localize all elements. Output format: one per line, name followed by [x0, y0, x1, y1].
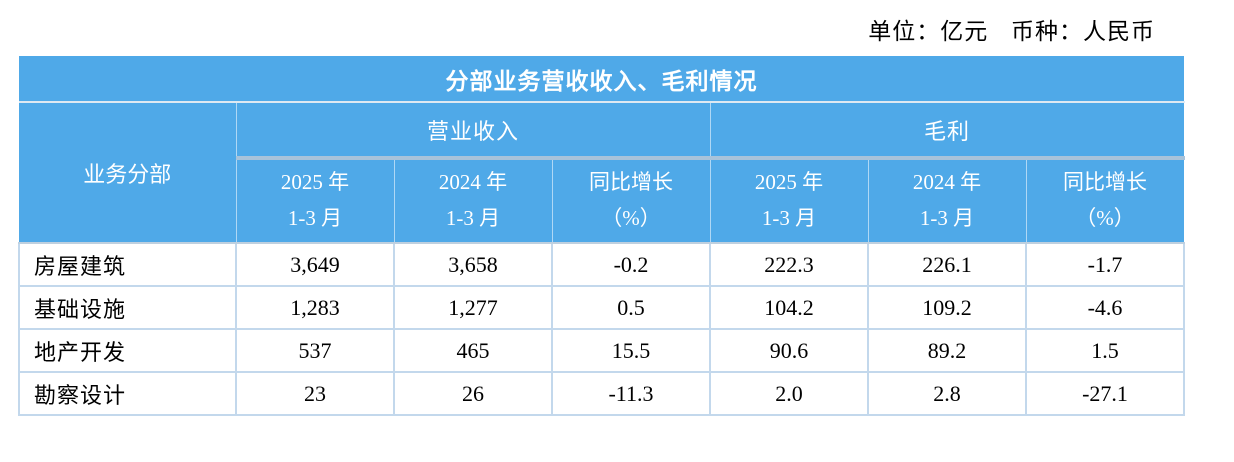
sub-header-line1: 2025 年	[754, 170, 824, 195]
profit-2024-value: 226.1	[867, 242, 1027, 287]
table-title: 分部业务营收收入、毛利情况	[19, 56, 1185, 103]
revenue-2025-value: 537	[235, 328, 395, 373]
column-header-revenue-2024: 2024 年 1-3 月	[393, 158, 553, 244]
revenue-yoy-value: -11.3	[551, 371, 711, 416]
revenue-2025-value: 3,649	[235, 242, 395, 287]
table-row-survey-design: 勘察设计 23 26 -11.3 2.0 2.8 -27.1	[18, 371, 1186, 416]
profit-yoy-value: 1.5	[1024, 328, 1186, 373]
column-header-profit-yoy: 同比增长 （%）	[1025, 158, 1185, 244]
column-header-revenue-yoy: 同比增长 （%）	[551, 158, 711, 244]
sub-header-line1: 同比增长	[1063, 170, 1148, 195]
profit-2025-value: 104.2	[709, 285, 869, 330]
segment-name: 地产开发	[18, 328, 237, 373]
sub-header-line1: 2024 年	[912, 170, 982, 195]
table-title-row: 分部业务营收收入、毛利情况	[19, 56, 1185, 103]
profit-yoy-value: -27.1	[1024, 371, 1186, 416]
column-header-segment: 业务分部	[19, 102, 237, 244]
unit-label: 单位：亿元	[868, 19, 989, 44]
sub-header-row: 2025 年 1-3 月 2024 年 1-3 月 同比增长 （%） 2025 …	[19, 158, 1185, 244]
unit-currency-note: 单位：亿元 币种：人民币	[18, 12, 1185, 46]
revenue-yoy-value: -0.2	[551, 242, 711, 287]
sub-header-line2: （%）	[1075, 206, 1135, 230]
sub-header-line1: 2024 年	[438, 170, 508, 195]
revenue-2024-value: 1,277	[393, 285, 553, 330]
sub-header-line1: 2025 年	[280, 170, 350, 195]
column-group-gross-profit: 毛利	[709, 102, 1185, 160]
column-header-revenue-2025: 2025 年 1-3 月	[235, 158, 395, 244]
segment-name: 房屋建筑	[18, 242, 237, 287]
revenue-2025-value: 23	[235, 371, 395, 416]
segment-name: 基础设施	[18, 285, 237, 330]
segment-name: 勘察设计	[18, 371, 237, 416]
table-row-housing-construction: 房屋建筑 3,649 3,658 -0.2 222.3 226.1 -1.7	[18, 242, 1186, 287]
revenue-yoy-value: 15.5	[551, 328, 711, 373]
group-header-row: 业务分部 营业收入 毛利	[19, 102, 1185, 244]
profit-2025-value: 90.6	[709, 328, 869, 373]
profit-2025-value: 222.3	[709, 242, 869, 287]
table-row-real-estate: 地产开发 537 465 15.5 90.6 89.2 1.5	[18, 328, 1186, 373]
revenue-2024-value: 26	[393, 371, 553, 416]
profit-yoy-value: -1.7	[1024, 242, 1186, 287]
sub-header-line2: 1-3 月	[761, 206, 817, 230]
profit-2025-value: 2.0	[709, 371, 869, 416]
revenue-yoy-value: 0.5	[551, 285, 711, 330]
column-group-revenue: 营业收入	[235, 102, 711, 160]
table-row-infrastructure: 基础设施 1,283 1,277 0.5 104.2 109.2 -4.6	[18, 285, 1186, 330]
sub-header-line1: 同比增长	[589, 170, 673, 195]
profit-yoy-value: -4.6	[1024, 285, 1186, 330]
profit-2024-value: 2.8	[867, 371, 1027, 416]
sub-header-line2: 1-3 月	[445, 206, 501, 230]
currency-label: 币种：人民币	[1011, 19, 1155, 44]
segment-financials-table: 分部业务营收收入、毛利情况 业务分部 营业收入 毛利 2025 年 1-3 月 …	[18, 56, 1186, 416]
sub-header-line2: （%）	[601, 206, 661, 230]
sub-header-line2: 1-3 月	[919, 206, 975, 230]
revenue-2024-value: 465	[393, 328, 553, 373]
column-header-profit-2024: 2024 年 1-3 月	[867, 158, 1027, 244]
column-header-profit-2025: 2025 年 1-3 月	[709, 158, 869, 244]
sub-header-line2: 1-3 月	[287, 206, 343, 230]
revenue-2025-value: 1,283	[235, 285, 395, 330]
profit-2024-value: 89.2	[867, 328, 1027, 373]
profit-2024-value: 109.2	[867, 285, 1027, 330]
revenue-2024-value: 3,658	[393, 242, 553, 287]
